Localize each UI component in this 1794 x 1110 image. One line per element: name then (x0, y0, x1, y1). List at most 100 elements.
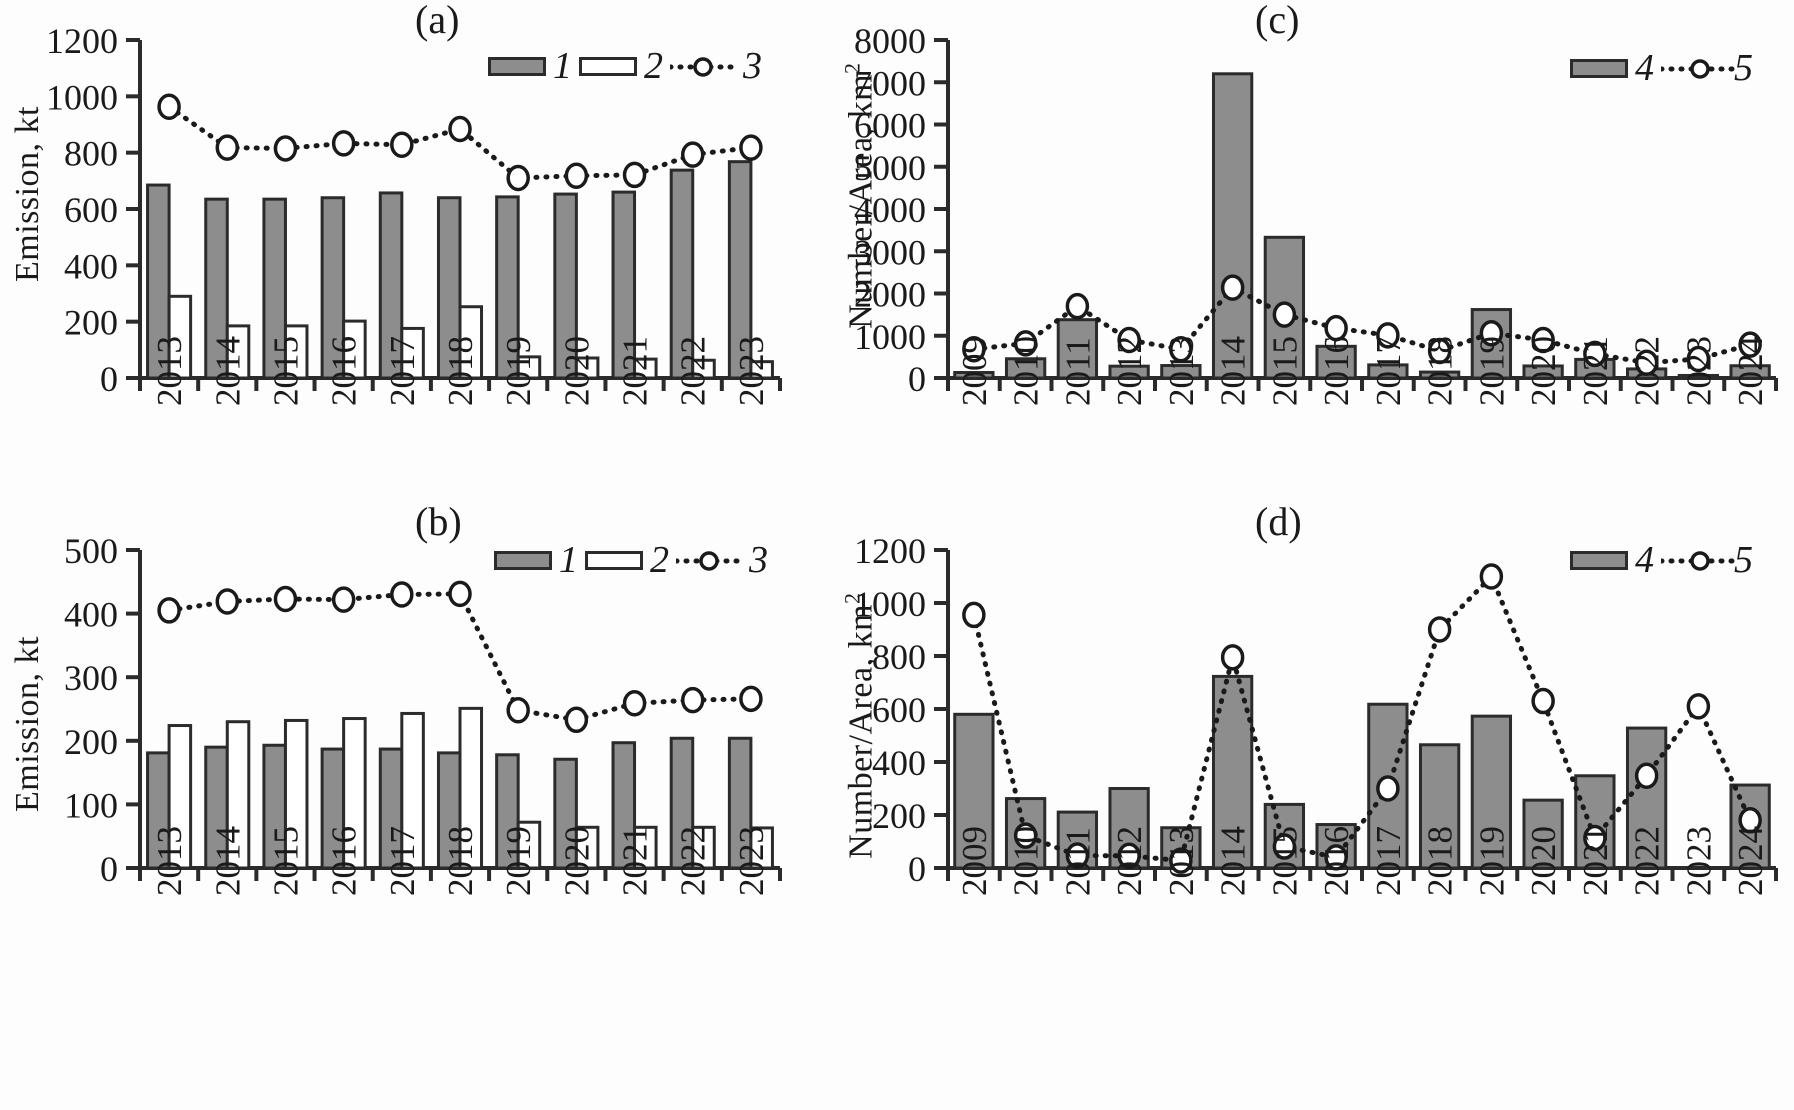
marker-5-2009 (962, 601, 986, 629)
bar-4-2018 (1418, 370, 1461, 380)
x-tick-label-2018: 2018 (441, 336, 480, 406)
legend-swatch-series3 (670, 56, 736, 77)
panel-c-title: (c) (1255, 0, 1300, 42)
marker-5-2021 (1583, 340, 1607, 368)
panel-d-title: (d) (1255, 499, 1302, 544)
y-tick-label-1000: 1000 (854, 584, 926, 624)
x-tick-label-2011: 2011 (1058, 827, 1097, 896)
bar-2-2017 (400, 326, 425, 380)
marker-3-2016 (331, 586, 356, 613)
x-tick-label-2022: 2022 (674, 826, 713, 896)
marker-5-2024 (1738, 807, 1762, 834)
x-tick-label-2013: 2013 (150, 826, 189, 896)
bar-2-2022 (691, 825, 716, 870)
x-tick-label-2010: 2010 (1007, 336, 1046, 406)
x-tick-label-2012: 2012 (1110, 826, 1149, 896)
y-tick-label-1200: 1200 (854, 531, 926, 571)
x-tick-label-2012: 2012 (1110, 336, 1149, 406)
panel-a-title: (a) (415, 0, 460, 42)
legend-label-series2: 2 (644, 45, 663, 87)
legend-label-series2-b: 2 (650, 539, 669, 581)
x-tick-label-2022: 2022 (1628, 336, 1667, 406)
bar-4-2010 (1004, 357, 1047, 380)
legend-label-series3-b: 3 (749, 539, 768, 581)
x-tick-label-2020: 2020 (557, 826, 596, 896)
panel-d-legend: 4 5 (1570, 538, 1755, 582)
y-tick-label-100: 100 (64, 785, 118, 825)
y-tick-label-6000: 6000 (854, 106, 926, 146)
marker-3-2022 (680, 141, 705, 168)
marker-3-2015 (273, 585, 298, 613)
bar-1-2019 (495, 195, 520, 380)
x-tick-label-2018: 2018 (1421, 826, 1460, 896)
panel-c: (c) Number/Area, km2 0 1000 2000 3000 4000 50… (800, 0, 1794, 500)
x-tick-label-2015: 2015 (266, 336, 305, 406)
bar-1-2016 (320, 196, 346, 380)
bar-2-2023 (749, 826, 774, 870)
marker-3-2014 (215, 134, 240, 161)
bar-2-2018 (458, 305, 484, 380)
bar-4-2020 (1522, 364, 1564, 380)
x-tick-label-2013: 2013 (1162, 826, 1201, 896)
legend-swatch-series1-b (494, 550, 552, 570)
marker-5-2021 (1583, 824, 1607, 852)
bar-2-2020 (574, 356, 600, 380)
x-tick-label-2022: 2022 (674, 336, 713, 406)
line-series-5 (971, 284, 1753, 366)
x-tick-label-2015: 2015 (266, 826, 305, 896)
x-tick-label-2020: 2020 (1524, 826, 1563, 896)
x-tick-label-2018: 2018 (1421, 336, 1460, 406)
marker-5-2012 (1117, 326, 1141, 354)
marker-3-2017 (390, 581, 414, 608)
panel-a: (a) Emission, kt 0 200 400 600 800 1000 1200 20… (0, 0, 800, 500)
marker-3-2020 (564, 162, 589, 190)
marker-5-2015 (1272, 301, 1297, 328)
marker-5-2022 (1634, 349, 1659, 377)
bar-2-2021 (633, 825, 658, 870)
marker-5-2010 (1013, 330, 1038, 357)
x-tick-label-2021: 2021 (616, 336, 655, 406)
bar-1-2017 (378, 191, 404, 380)
y-tick-label-200: 200 (872, 796, 926, 836)
x-tick-label-2013: 2013 (150, 336, 189, 406)
y-tick-label-0: 0 (100, 849, 118, 889)
legend-label-series3: 3 (743, 45, 762, 87)
y-tick-label-8000: 8000 (854, 21, 926, 61)
x-tick-label-2011: 2011 (1058, 337, 1097, 406)
bar-2-2020 (574, 825, 600, 870)
y-tick-label-0: 0 (908, 849, 926, 889)
x-tick-label-2014: 2014 (208, 826, 247, 896)
y-tick-label-1200: 1200 (46, 21, 118, 61)
x-tick-label-2015: 2015 (1265, 336, 1304, 406)
x-tick-label-2024: 2024 (1731, 336, 1770, 406)
x-tick-label-2024: 2024 (1731, 826, 1770, 896)
y-tick-label-600: 600 (64, 190, 118, 230)
y-tick-label-5000: 5000 (854, 148, 926, 188)
x-tick-label-2013: 2013 (1162, 336, 1201, 406)
bar-2-2017 (400, 711, 425, 870)
marker-5-2023 (1686, 345, 1711, 373)
y-tick-label-200: 200 (64, 303, 118, 343)
x-tick-label-2016: 2016 (1317, 336, 1356, 406)
marker-5-2012 (1117, 842, 1141, 870)
x-tick-label-2023: 2023 (1679, 826, 1718, 896)
y-tick-label-0: 0 (908, 359, 926, 399)
bar-4-2009 (953, 371, 995, 380)
bar-2-2023 (749, 360, 774, 380)
bar-4-2017 (1367, 363, 1409, 380)
marker-5-2011 (1065, 292, 1090, 320)
panel-d: (d) Number/Area, km2 0 200 400 600 800 1000 12… (800, 490, 1794, 1110)
x-tick-label-2009: 2009 (955, 336, 994, 406)
x-tick-label-2017: 2017 (1369, 336, 1408, 406)
panel-b-y-axis-label-text: Emission, kt (9, 635, 46, 813)
bar-2-2019 (516, 820, 542, 870)
bar-4-2011 (1056, 318, 1099, 380)
bar-4-2024 (1729, 364, 1771, 380)
marker-3-2013 (157, 93, 181, 121)
marker-3-2021 (622, 161, 647, 189)
y-tick-label-800: 800 (872, 637, 926, 677)
x-tick-label-2021: 2021 (1576, 336, 1615, 406)
bar-2-2014 (225, 324, 251, 380)
bar-2-2015 (283, 718, 309, 870)
